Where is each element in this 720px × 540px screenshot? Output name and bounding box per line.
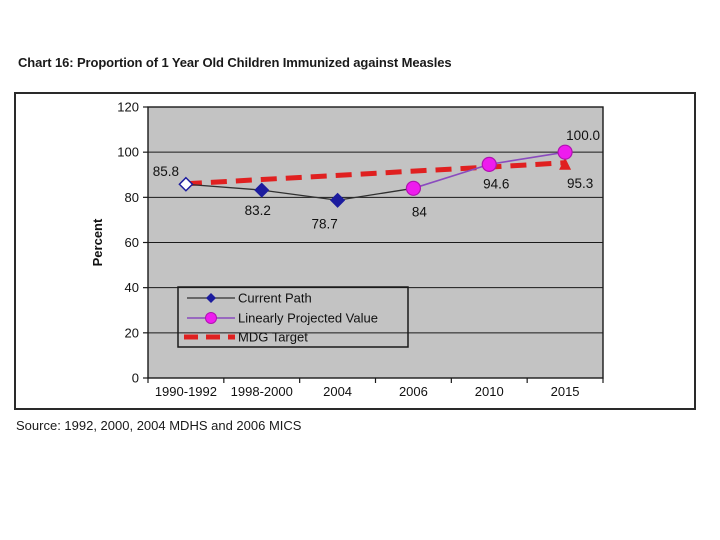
mdg-target-end-marker (559, 157, 572, 170)
y-tick-label: 100 (117, 145, 139, 160)
legend-label-current-path: Current Path (238, 291, 312, 306)
legend-diamond-icon (206, 293, 216, 303)
x-tick-label: 2004 (323, 384, 352, 399)
immunization-line-chart: 0 20 40 60 80 100 120 Percent 1990-1992 1998-2000… (14, 92, 696, 410)
current-path-diamond-marker (254, 182, 270, 198)
data-label: 78.7 (311, 216, 337, 231)
current-path-diamond-marker (330, 192, 346, 208)
data-label: 100.0 (566, 128, 600, 143)
y-tick-label: 40 (125, 280, 139, 295)
data-label: 84 (412, 204, 428, 219)
x-tick-label: 1990-1992 (155, 384, 217, 399)
y-tick-label: 0 (132, 371, 139, 386)
y-axis-title: Percent (90, 218, 105, 266)
y-tick-label: 80 (125, 190, 139, 205)
data-label: 95.3 (567, 176, 593, 191)
chart-title: Chart 16: Proportion of 1 Year Old Child… (18, 55, 452, 70)
projected-circle-marker (481, 156, 497, 172)
x-tick-label: 1998-2000 (231, 384, 293, 399)
current-path-line (185, 183, 414, 201)
x-tick-label: 2006 (399, 384, 428, 399)
data-label: 94.6 (483, 176, 509, 191)
y-tick-label: 120 (117, 100, 139, 115)
y-tick-label: 20 (125, 325, 139, 340)
legend-box (177, 286, 409, 348)
legend-label-projected: Linearly Projected Value (238, 311, 378, 326)
y-axis: 0 20 40 60 80 100 120 Percent (90, 100, 148, 386)
x-axis: 1990-1992 1998-2000 2004 2006 2010 2015 (147, 378, 604, 399)
projected-circle-marker (557, 144, 573, 160)
y-tick-label: 60 (125, 235, 139, 250)
mdg-target-line (185, 160, 566, 187)
data-labels: 85.8 83.2 78.7 84 94.6 100.0 95.3 (153, 128, 600, 231)
legend-circle-icon (205, 312, 217, 324)
source-note: Source: 1992, 2000, 2004 MDHS and 2006 M… (16, 418, 302, 433)
current-path-diamond-marker (178, 176, 194, 192)
x-tick-label: 2010 (475, 384, 504, 399)
x-tick-label: 2015 (551, 384, 580, 399)
projected-circle-marker (405, 180, 422, 196)
data-label: 83.2 (245, 203, 271, 218)
legend-label-mdg-target: MDG Target (238, 330, 308, 345)
legend: Current Path Linearly Projected Value MDG … (177, 286, 409, 348)
data-label: 85.8 (153, 164, 179, 179)
